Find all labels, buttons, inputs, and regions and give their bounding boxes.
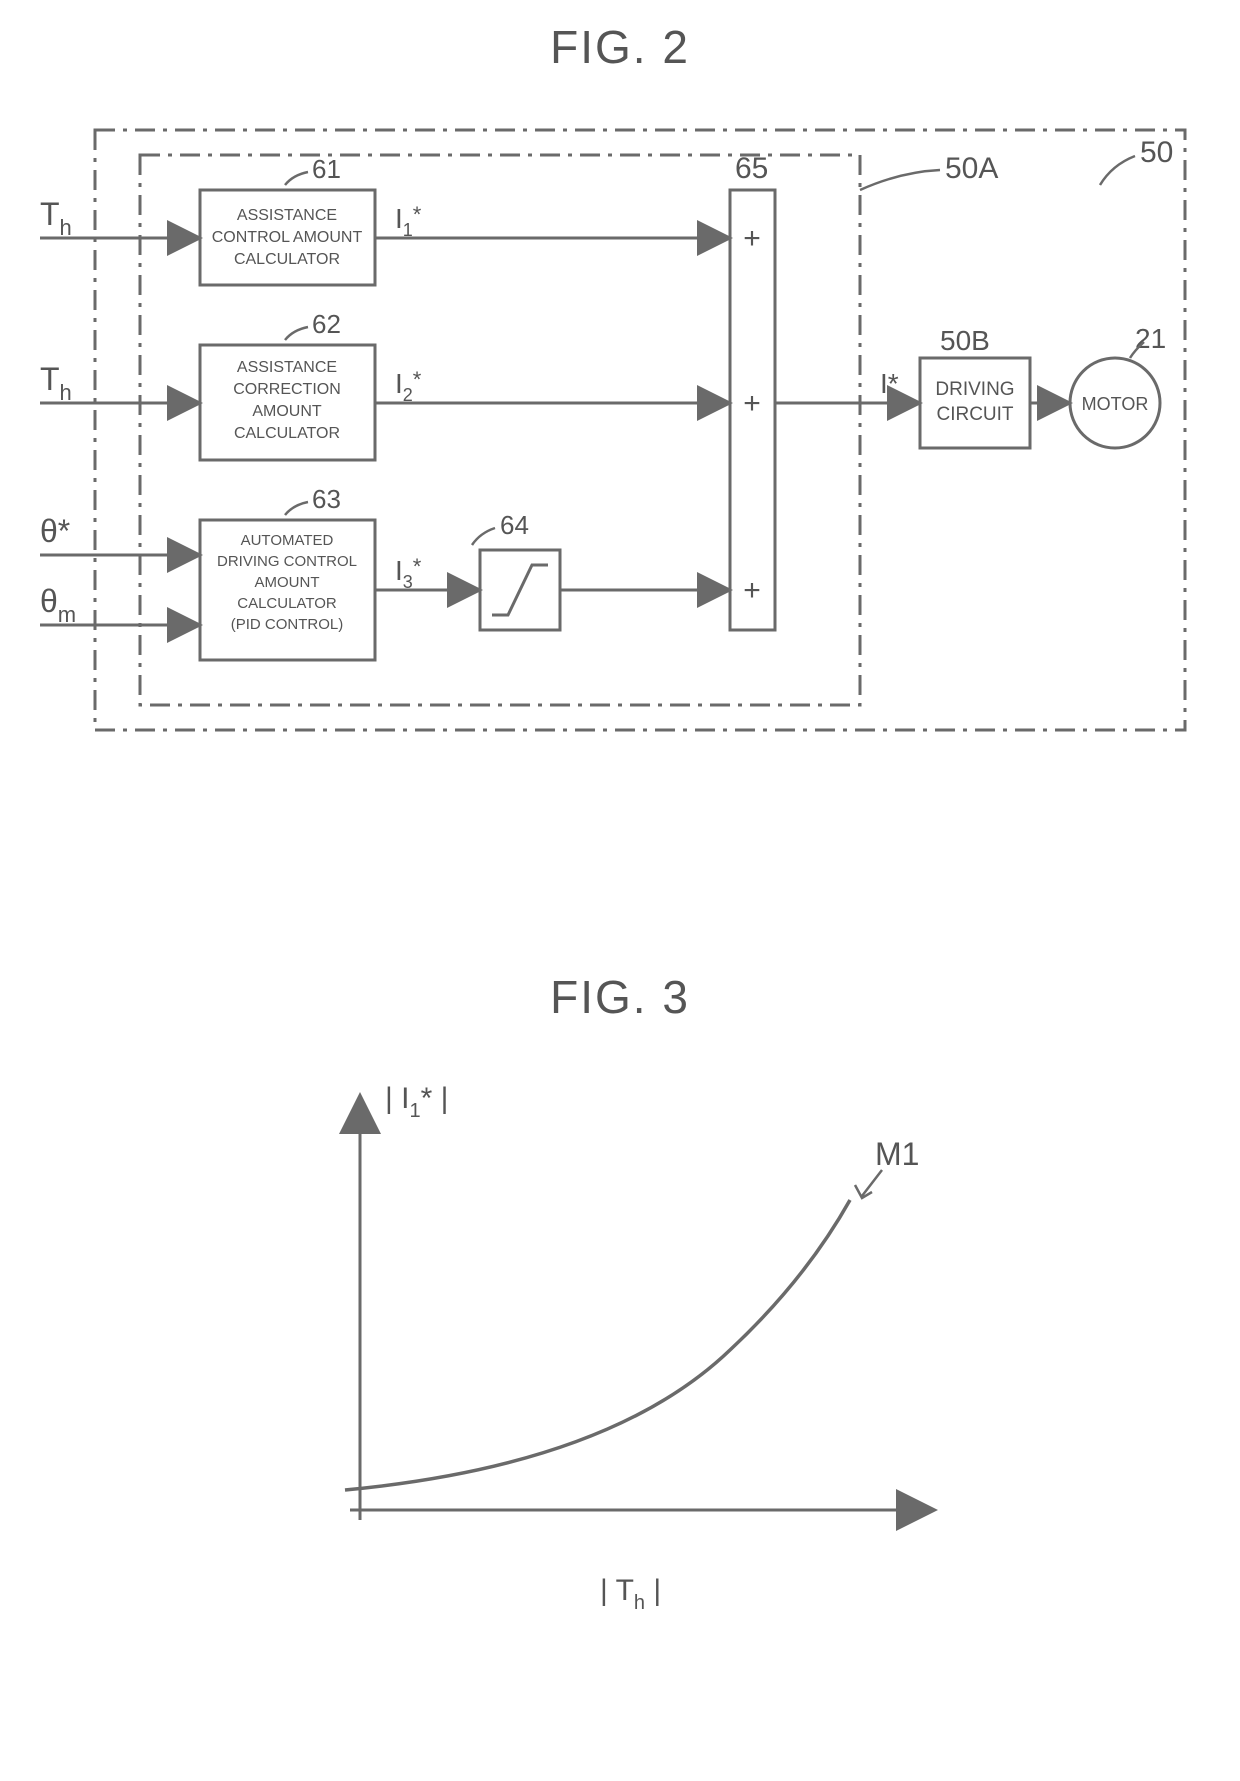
x-axis-label: | Th | xyxy=(600,1574,661,1614)
block-62-line3: AMOUNT xyxy=(252,403,322,420)
label-62: 62 xyxy=(312,309,341,339)
drv-line1: DRIVING xyxy=(935,379,1014,400)
label-theta-star: θ* xyxy=(40,513,70,549)
block-63-line5: (PID CONTROL) xyxy=(231,616,344,633)
curve-M1 xyxy=(345,1200,850,1490)
block-63-line3: AMOUNT xyxy=(255,574,320,591)
fig2-diagram: 50 50A 61 ASSISTANCE CONTROL AMOUNT CALC… xyxy=(40,110,1200,750)
limiter-icon xyxy=(492,565,548,615)
block-62-line2: CORRECTION xyxy=(233,381,341,398)
block-63-line1: AUTOMATED xyxy=(241,532,334,549)
fig3-chart: M1 | I1* | | Th | xyxy=(250,1070,990,1630)
label-61: 61 xyxy=(312,154,341,184)
block-61-line3: CALCULATOR xyxy=(234,251,340,268)
label-64: 64 xyxy=(500,510,529,540)
y-axis-label: | I1* | xyxy=(385,1082,448,1122)
block-61-line2: CONTROL AMOUNT xyxy=(212,229,363,246)
fig3-title: FIG. 3 xyxy=(0,970,1240,1024)
plus-2: + xyxy=(743,387,761,420)
label-Th-top: Th xyxy=(40,196,72,240)
label-theta-m: θm xyxy=(40,583,76,627)
block-62-line4: CALCULATOR xyxy=(234,425,340,442)
plus-3: + xyxy=(743,574,761,607)
label-63: 63 xyxy=(312,484,341,514)
label-Th-mid: Th xyxy=(40,361,72,405)
fig2-title: FIG. 2 xyxy=(0,20,1240,74)
motor-label: MOTOR xyxy=(1082,394,1149,414)
label-65: 65 xyxy=(735,152,768,185)
sig-I3: I3* xyxy=(395,554,422,592)
label-M1: M1 xyxy=(875,1136,919,1172)
block-63-line2: DRIVING CONTROL xyxy=(217,553,357,570)
sig-Istar: I* xyxy=(880,368,899,399)
sig-I1: I1* xyxy=(395,202,422,240)
plus-1: + xyxy=(743,222,761,255)
block-62-line1: ASSISTANCE xyxy=(237,359,337,376)
label-21: 21 xyxy=(1135,323,1166,354)
label-50: 50 xyxy=(1140,136,1173,169)
block-61-line1: ASSISTANCE xyxy=(237,207,337,224)
sig-I2: I2* xyxy=(395,367,422,405)
label-50B: 50B xyxy=(940,325,990,356)
label-50A: 50A xyxy=(945,152,998,185)
page: FIG. 2 50 50A 61 ASSISTANCE CONTROL AMOU… xyxy=(0,0,1240,1781)
drv-line2: CIRCUIT xyxy=(936,404,1013,425)
driving-circuit-block xyxy=(920,358,1030,448)
block-63-line4: CALCULATOR xyxy=(237,595,337,612)
